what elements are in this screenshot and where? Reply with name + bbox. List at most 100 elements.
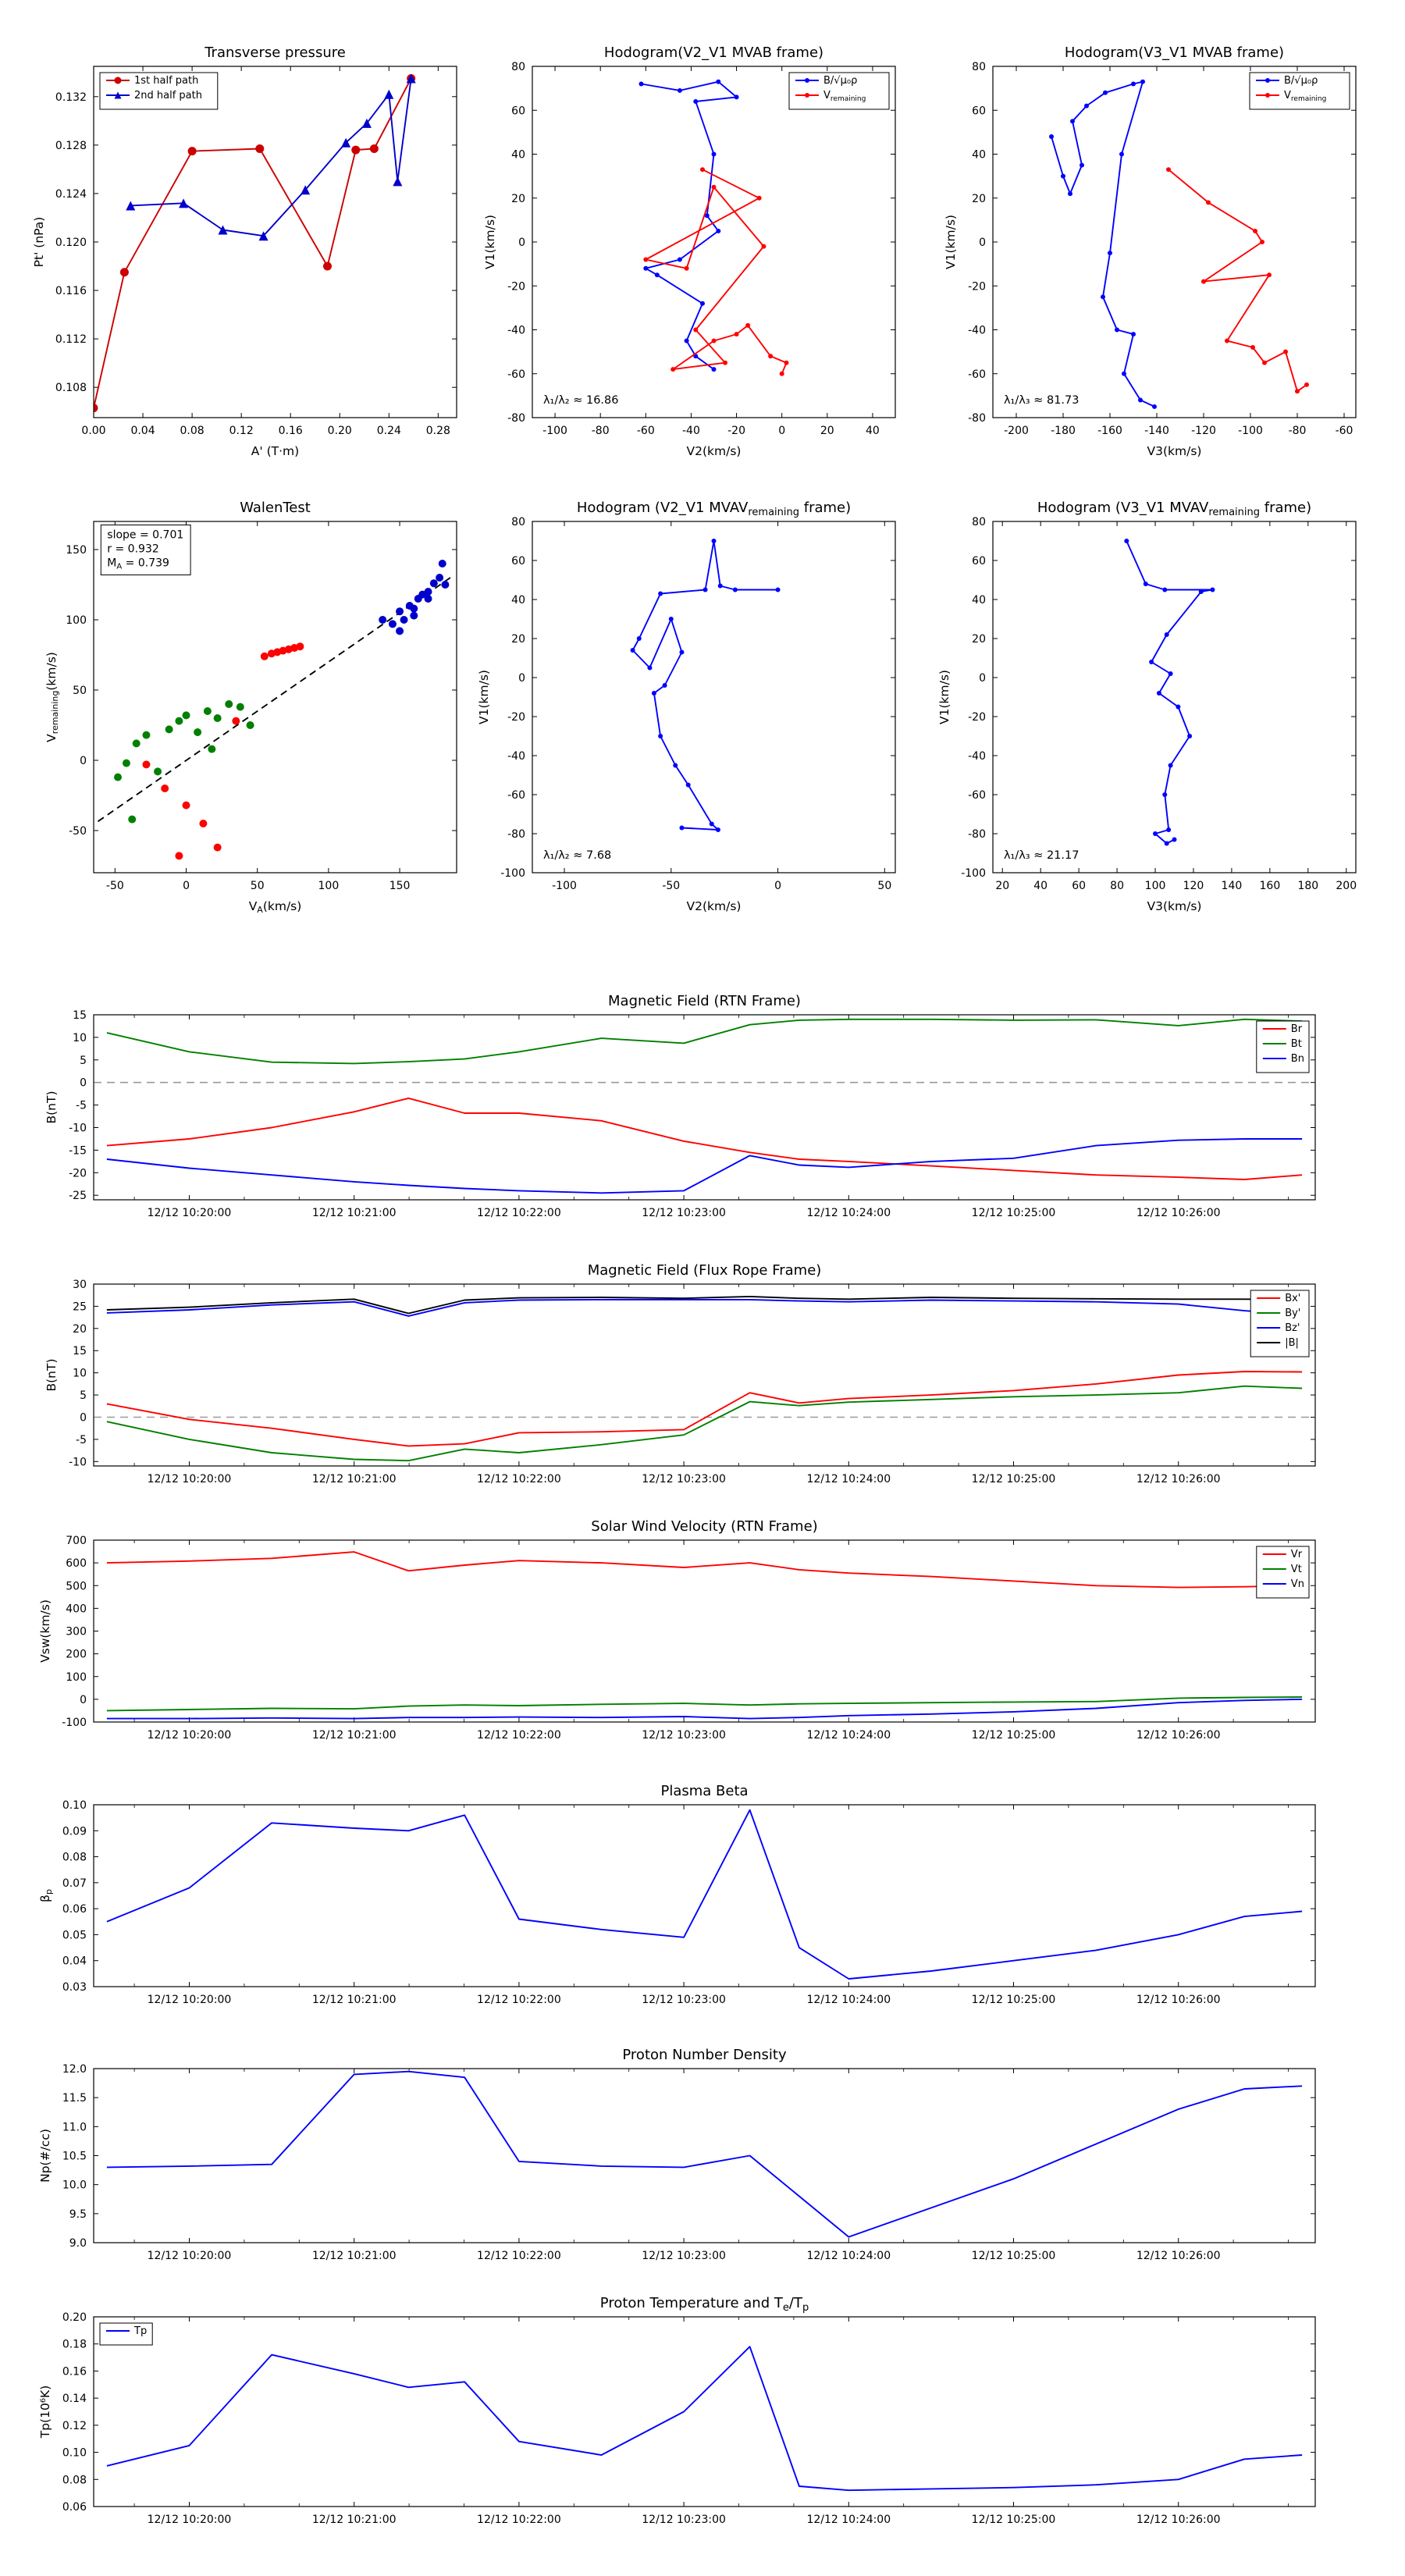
- svg-text:10: 10: [73, 1368, 87, 1380]
- axes-frame: [93, 1283, 1316, 1467]
- svg-text:Vremaining: Vremaining: [1284, 90, 1326, 103]
- svg-text:-60: -60: [968, 368, 986, 381]
- legend: Vr Vt Vn: [1256, 1546, 1310, 1599]
- svg-text:25: 25: [73, 1300, 87, 1313]
- svg-text:12/12 10:22:00: 12/12 10:22:00: [477, 1994, 561, 2006]
- svg-text:12/12 10:23:00: 12/12 10:23:00: [642, 1994, 726, 2006]
- svg-text:30: 30: [73, 1279, 87, 1291]
- svg-text:-20: -20: [968, 280, 986, 293]
- svg-text:12/12 10:24:00: 12/12 10:24:00: [806, 1207, 891, 1219]
- svg-text:0.00: 0.00: [81, 425, 105, 437]
- series-Br: [106, 1097, 1303, 1180]
- svg-text:60: 60: [1072, 880, 1086, 892]
- svg-text:9.5: 9.5: [69, 2208, 87, 2221]
- axes-ticks: -200 -180 -160 -140 -120 -100 -80 -60-80-60-40-…: [968, 61, 1356, 437]
- series-Tp: [106, 2346, 1303, 2492]
- x-axis-label: V3(km/s): [1147, 444, 1202, 458]
- annotation: λ₁/λ₃ ≈ 21.17: [1004, 849, 1080, 862]
- svg-text:Np(#/cc): Np(#/cc): [38, 2129, 52, 2183]
- svg-text:0.16: 0.16: [279, 425, 303, 437]
- legend: Bx' By' Bz' |B|: [1250, 1290, 1310, 1357]
- svg-text:V1(km/s): V1(km/s): [483, 215, 497, 269]
- svg-text:Bx': Bx': [1285, 1293, 1300, 1304]
- svg-text:B/√μ₀ρ: B/√μ₀ρ: [1284, 75, 1318, 87]
- chart-solar-wind-velocity: 12/12 10:20:00 12/12 10:21:00 12/12 10:22:…: [38, 1518, 1316, 1742]
- svg-text:5: 5: [80, 1389, 87, 1402]
- svg-text:80: 80: [972, 61, 986, 73]
- y-axis-label: V1(km/s): [937, 670, 951, 724]
- y-axis-label: Vremaining(km/s): [44, 652, 60, 742]
- svg-text:10.5: 10.5: [62, 2151, 87, 2163]
- svg-text:-80: -80: [507, 412, 525, 425]
- y-axis-label: B(nT): [44, 1358, 59, 1391]
- svg-text:Tp(10⁶K): Tp(10⁶K): [38, 2386, 52, 2439]
- series-points-boundary: [379, 560, 450, 635]
- svg-text:200: 200: [66, 1649, 87, 1661]
- series-B: [106, 1295, 1303, 1315]
- svg-text:Plasma Beta: Plasma Beta: [660, 1783, 748, 1799]
- y-axis-label: V1(km/s): [477, 670, 491, 724]
- svg-text:12/12 10:26:00: 12/12 10:26:00: [1136, 1207, 1221, 1219]
- svg-text:0.07: 0.07: [62, 1877, 87, 1890]
- svg-text:12/12 10:21:00: 12/12 10:21:00: [312, 1473, 397, 1485]
- y-axis-label: V1(km/s): [944, 215, 958, 269]
- chart-plasma-beta: 12/12 10:20:00 12/12 10:21:00 12/12 10:22:…: [38, 1783, 1316, 2006]
- svg-text:700: 700: [66, 1535, 87, 1547]
- svg-text:0: 0: [80, 1694, 87, 1706]
- svg-text:80: 80: [511, 61, 525, 73]
- svg-text:-100: -100: [1238, 425, 1263, 437]
- series-1st-half-path: [94, 74, 416, 413]
- chart-title: Solar Wind Velocity (RTN Frame): [591, 1518, 817, 1535]
- plot-area: [94, 1284, 1315, 1466]
- svg-text:12/12 10:23:00: 12/12 10:23:00: [642, 2250, 726, 2262]
- svg-text:0.06: 0.06: [62, 2501, 87, 2514]
- axes-ticks: 0.00 0.04 0.08 0.12 0.16 0.20 0.24 0.28 0.108 0.1…: [55, 66, 457, 437]
- chart-proton-temperature: 12/12 10:20:00 12/12 10:21:00 12/12 10:22:…: [38, 2295, 1316, 2526]
- svg-text:Vsw(km/s): Vsw(km/s): [38, 1599, 52, 1663]
- svg-text:-20: -20: [507, 280, 525, 293]
- svg-text:0: 0: [80, 755, 87, 767]
- svg-text:200: 200: [1336, 880, 1357, 892]
- svg-text:Vt: Vt: [1291, 1564, 1302, 1575]
- chart-title: Magnetic Field (Flux Rope Frame): [588, 1262, 822, 1279]
- series-points-2nd-half: [114, 700, 254, 824]
- svg-text:12/12 10:22:00: 12/12 10:22:00: [477, 2514, 561, 2526]
- plot-area: [94, 521, 457, 873]
- axes-frame: [93, 2316, 1316, 2507]
- svg-text:0.08: 0.08: [180, 425, 205, 437]
- svg-text:-200: -200: [1004, 425, 1029, 437]
- svg-text:15: 15: [73, 1009, 87, 1022]
- axes-frame: [992, 521, 1357, 873]
- axes-frame: [532, 66, 896, 418]
- svg-text:-10: -10: [69, 1456, 87, 1468]
- svg-text:Bz': Bz': [1285, 1322, 1300, 1334]
- y-axis-label: βp: [38, 1889, 54, 1902]
- svg-text:-80: -80: [1289, 425, 1307, 437]
- svg-text:-10: -10: [69, 1123, 87, 1135]
- svg-text:80: 80: [1110, 880, 1124, 892]
- svg-text:10: 10: [73, 1032, 87, 1044]
- chart-hodogram-v2v1-mvav: -100 -50 0 50 -100 -80 -60 -40 -20 0 20 40 60 80 Hodog…: [477, 500, 896, 913]
- svg-text:slope = 0.701: slope = 0.701: [107, 529, 183, 542]
- svg-text:12/12 10:26:00: 12/12 10:26:00: [1136, 1729, 1221, 1742]
- svg-text:0.08: 0.08: [62, 2474, 87, 2486]
- svg-text:-80: -80: [507, 828, 525, 841]
- svg-text:11.0: 11.0: [62, 2121, 87, 2133]
- svg-text:V2(km/s): V2(km/s): [687, 444, 742, 458]
- chart-title: Proton Number Density: [622, 2047, 787, 2063]
- plot-area: [993, 66, 1356, 418]
- axes-ticks: 12/12 10:20:00 12/12 10:21:00 12/12 10:22:…: [69, 1009, 1315, 1219]
- plot-area: [993, 521, 1356, 873]
- svg-text:-20: -20: [69, 1167, 87, 1179]
- svg-text:12/12 10:23:00: 12/12 10:23:00: [642, 2514, 726, 2526]
- svg-text:20: 20: [73, 1323, 87, 1336]
- svg-text:60: 60: [972, 555, 986, 568]
- svg-text:0.112: 0.112: [55, 333, 87, 346]
- svg-text:0.18: 0.18: [62, 2339, 87, 2351]
- chart-title: Plasma Beta: [660, 1783, 748, 1799]
- x-axis-label: V3(km/s): [1147, 899, 1202, 913]
- svg-text:12/12 10:24:00: 12/12 10:24:00: [806, 1729, 891, 1742]
- svg-text:12/12 10:24:00: 12/12 10:24:00: [806, 1994, 891, 2006]
- axes-frame: [992, 66, 1357, 418]
